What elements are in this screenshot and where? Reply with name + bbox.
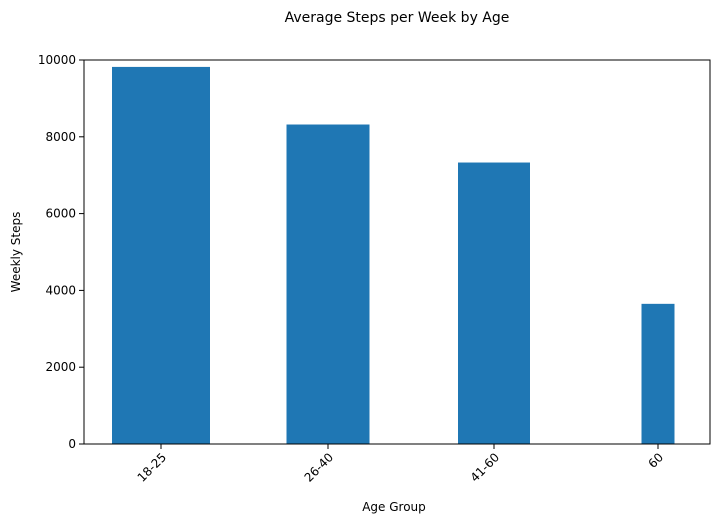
bars-group [112,66,675,445]
y-tick-label: 0 [68,437,76,451]
x-axis: 18-25 26-40 41-60 60 [135,444,666,485]
y-axis: 0 2000 4000 6000 8000 10000 [38,53,84,451]
x-tick-label: 60 [645,450,666,471]
y-axis-label: Weekly Steps [9,212,23,293]
bar-26-40 [286,124,370,445]
plot-frame [83,59,711,445]
bar-18-25 [112,66,210,445]
y-tick-label: 10000 [38,53,76,67]
chart-title: Average Steps per Week by Age [285,10,510,26]
bar-60 [641,303,675,444]
bar-41-60 [458,162,530,444]
y-tick-label: 8000 [45,130,76,144]
y-tick-label: 6000 [45,207,76,221]
x-tick-label: 18-25 [135,450,170,485]
y-tick-label: 4000 [45,283,76,297]
x-tick-label: 41-60 [468,450,503,485]
x-axis-label: Age Group [362,500,426,514]
y-tick-label: 2000 [45,360,76,374]
x-tick-label: 26-40 [302,450,337,485]
